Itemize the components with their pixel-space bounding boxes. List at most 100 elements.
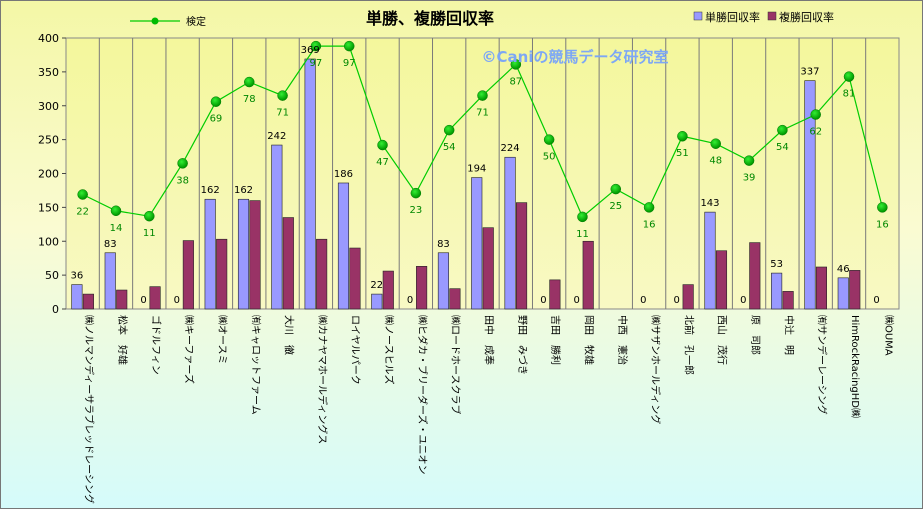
data-label-line: 81 [843,89,856,100]
x-tick-label: ㈱OUMA [882,315,894,356]
bar-win [71,284,83,310]
bar-place [82,293,94,310]
bar-win [237,198,250,310]
data-label-win: 0 [140,295,146,306]
bar-place [516,202,528,310]
data-label-win: 337 [800,67,819,78]
legend-label-line: 検定 [186,15,206,28]
x-tick-label: 松本 好雄 [116,315,129,365]
y-tick-label: 50 [45,269,59,282]
data-label-win: 0 [174,295,180,306]
line-point [810,109,821,120]
line-point [877,202,888,213]
x-tick-label: 田中 成奉 [483,315,496,365]
bar-win [837,277,849,310]
data-label-win: 0 [540,295,546,306]
data-label-line: 25 [609,201,622,212]
line-point [477,90,488,101]
x-tick-label: 野田 みづき [516,315,528,375]
bar-place [249,200,261,310]
bar-place [715,250,728,310]
line-point [577,211,588,223]
y-tick-label: 400 [38,32,59,45]
bar-place [116,289,128,310]
data-label-win: 22 [370,280,383,291]
y-tick-label: 300 [38,100,59,113]
x-tick-label: 原 司郎 [749,315,762,355]
x-tick-label: ㈱サザンホールディング [649,315,662,424]
line-point [210,96,222,107]
data-label-line: 71 [476,108,489,119]
data-label-line: 14 [110,223,123,234]
x-tick-label: 吉田 勝利 [549,315,562,365]
bar-win [504,156,516,310]
bar-place [482,227,494,310]
line-point [843,71,855,82]
bars-layer [71,58,861,310]
x-tick-label: ㈱ヒダカ・ブリーダーズ・ユニオン [416,315,429,475]
data-label-win: 83 [437,239,450,250]
data-label-win: 46 [837,264,850,275]
bar-win [104,252,116,310]
data-label-line: 16 [643,219,656,230]
bar-place [449,288,461,310]
bar-place [416,266,428,310]
bar-place [749,242,761,310]
data-label-line: 78 [243,94,256,105]
x-tick-label: ロイヤルパーク [349,315,361,385]
data-label-win: 186 [334,169,353,180]
bar-place [349,247,361,310]
line-point [777,124,788,136]
data-label-win: 36 [71,271,84,282]
bar-win [304,58,316,310]
line-point [310,40,322,52]
watermark: ©Caniの競馬データ研究室 [482,48,669,66]
data-label-win: 0 [873,295,879,306]
bar-win [371,293,383,310]
legend-swatch-place [767,11,777,21]
x-tick-label: 岡田 牧雄 [582,315,595,365]
x-tick-label: 大川 徹 [283,315,296,355]
data-label-win: 369 [301,45,320,56]
bar-win [471,177,483,310]
x-tick-label: ㈱ロードホースクラブ [449,315,462,415]
data-label-line: 39 [743,173,756,184]
data-label-line: 71 [276,108,289,119]
line-point [77,189,88,200]
data-label-win: 0 [740,295,746,306]
data-label-win: 162 [234,185,253,196]
line-point [277,90,288,101]
data-label-line: 62 [809,127,822,138]
bar-place [682,284,694,310]
bar-win [804,80,816,310]
line-point [743,155,755,166]
x-tick-label: ㈱オースミ [216,315,228,365]
x-tick-label: 中辻 明 [782,315,795,355]
data-label-line: 54 [776,142,789,153]
line-point [543,134,555,145]
x-tick-label: 中西 憲治 [616,315,629,365]
axis-layer: 050100150200250300350400㈱ノルマンディーサラブレッドレー… [38,32,894,504]
line-point [177,158,188,169]
y-tick-label: 100 [38,235,59,248]
x-tick-label: ㈱ノースヒルズ [383,315,396,385]
bar-place [382,270,394,310]
data-label-win: 83 [104,239,117,250]
legend: 検定 単勝回収率 複勝回収率 [130,10,834,28]
data-label-line: 97 [343,58,356,69]
y-tick-label: 150 [38,201,59,214]
bar-place [149,286,161,310]
bar-place [316,238,328,310]
x-tick-label: ㈱ノルマンディーサラブレッドレーシング [83,315,96,504]
legend-line-marker [151,17,159,25]
line-point [610,183,622,195]
x-tick-label: 北前 孔一郎 [682,315,695,375]
line-point [677,130,688,142]
legend-swatch-win [693,11,703,21]
bar-win [771,272,783,310]
data-label-win: 0 [574,295,580,306]
line-point [144,210,155,222]
bar-win [271,144,283,310]
